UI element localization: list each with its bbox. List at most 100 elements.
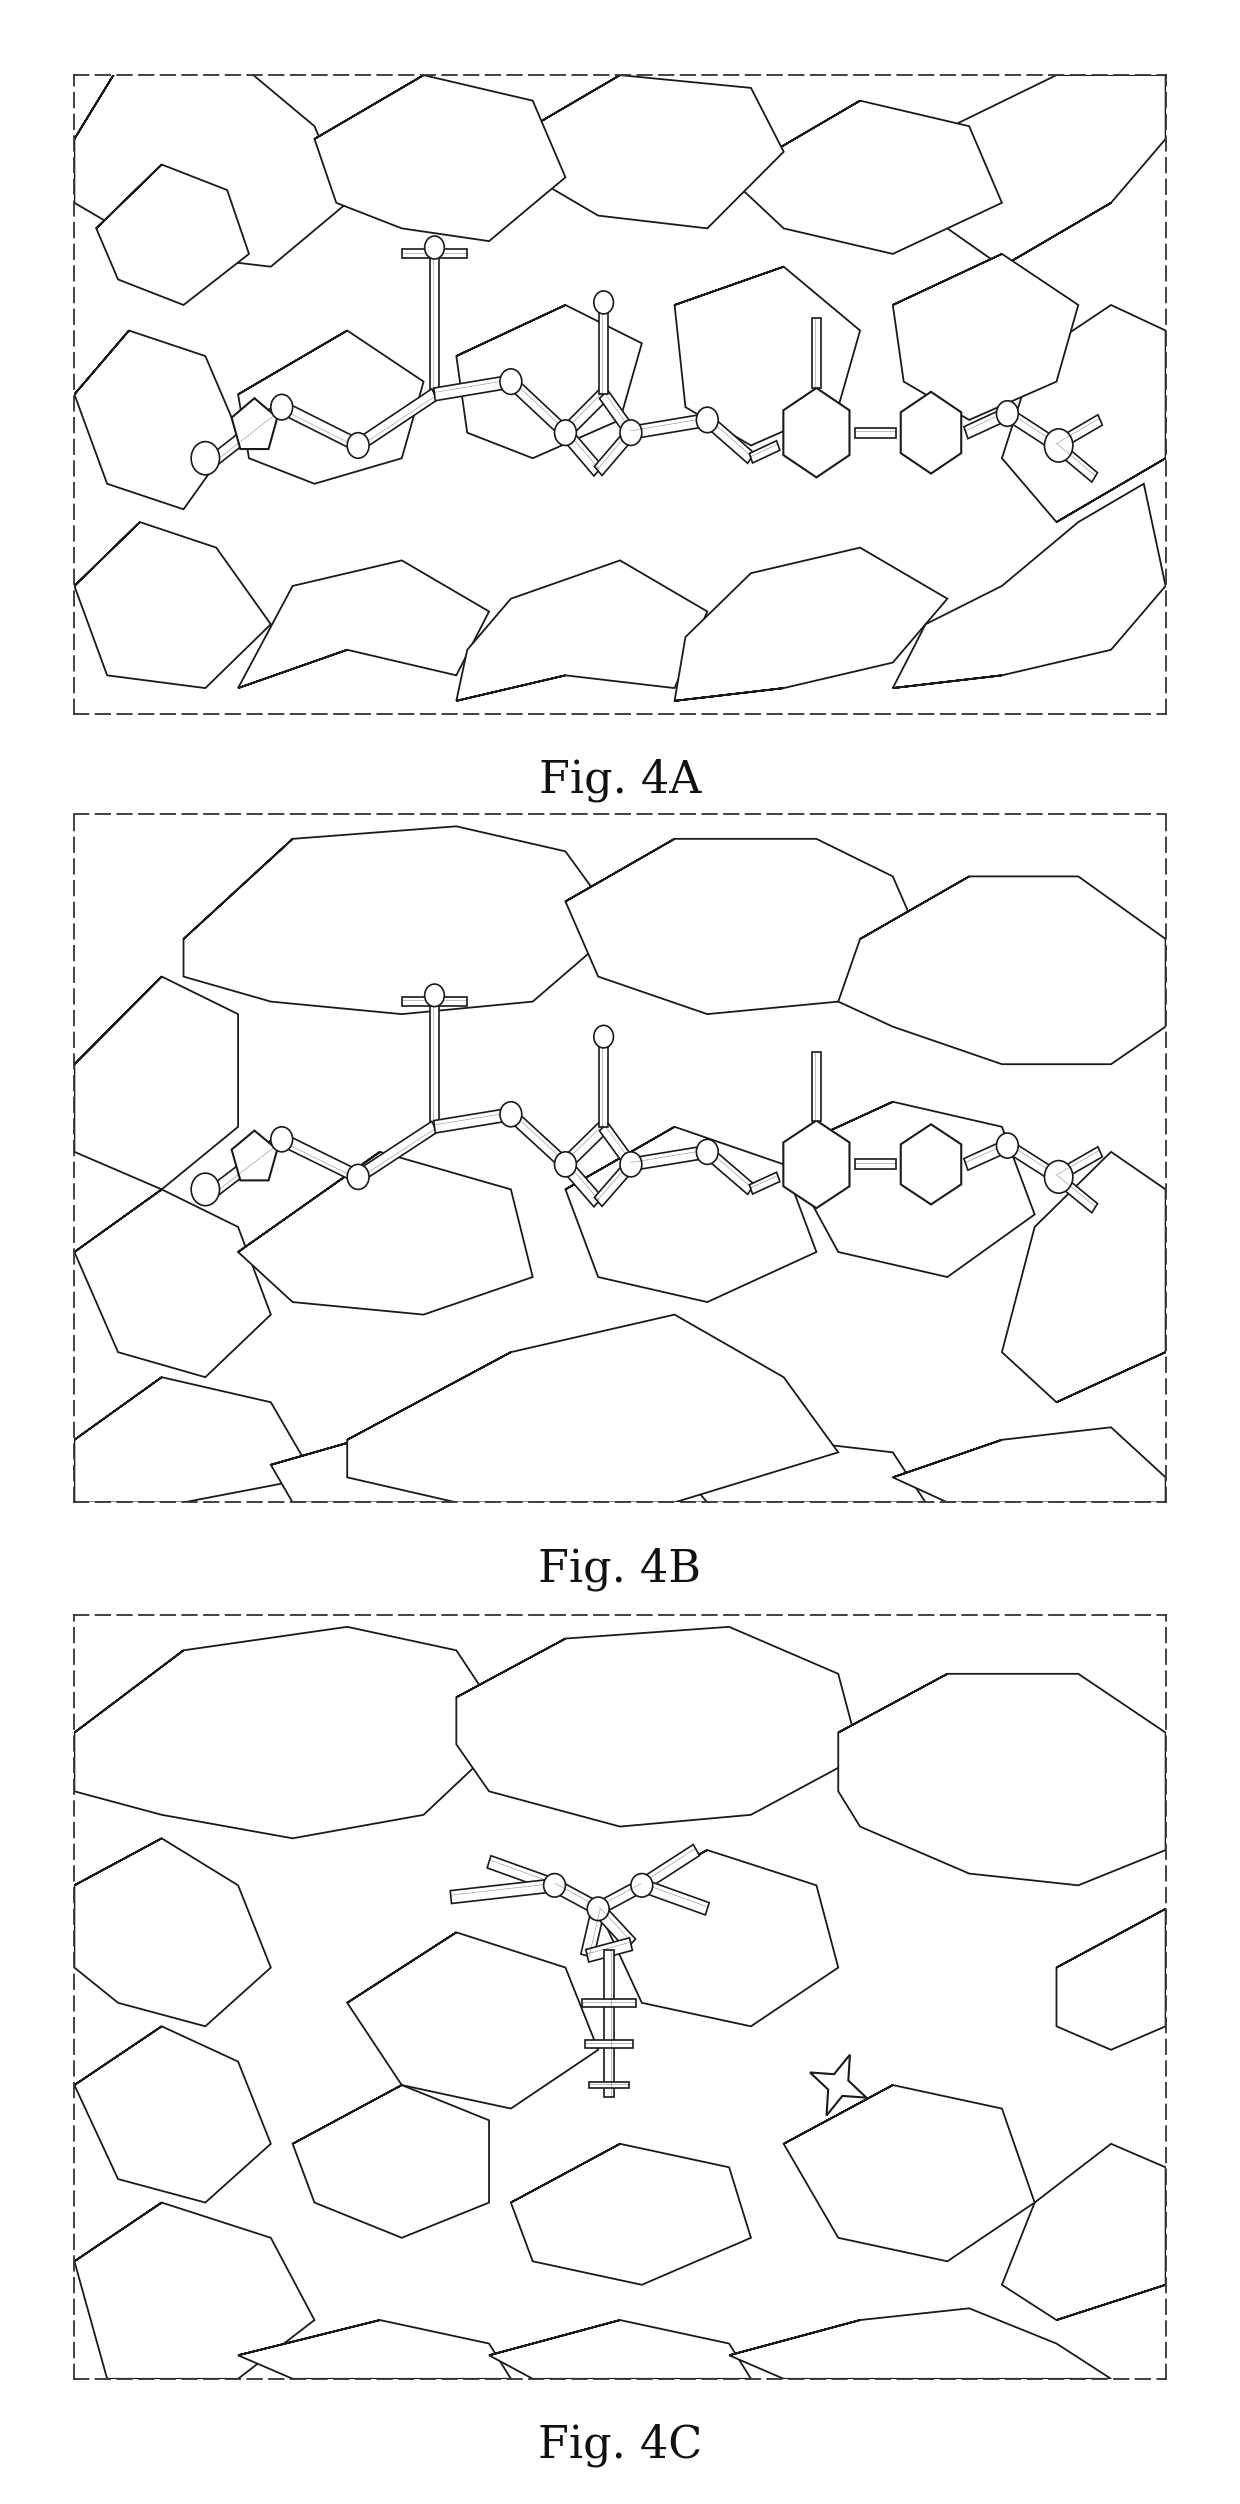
Polygon shape (1004, 1139, 1059, 1182)
Polygon shape (925, 75, 1166, 268)
Polygon shape (562, 388, 608, 438)
Polygon shape (232, 1132, 278, 1179)
Polygon shape (810, 2056, 867, 2116)
Circle shape (554, 1152, 577, 1177)
Text: Fig. 4B: Fig. 4B (538, 1547, 702, 1590)
Polygon shape (630, 1147, 708, 1169)
Polygon shape (630, 413, 708, 438)
Polygon shape (963, 408, 1009, 438)
Polygon shape (238, 561, 489, 689)
Polygon shape (562, 1122, 608, 1169)
Polygon shape (511, 2143, 751, 2284)
Text: Fig. 4C: Fig. 4C (538, 2424, 702, 2466)
Polygon shape (893, 483, 1166, 689)
Polygon shape (74, 1628, 511, 1838)
Polygon shape (238, 2321, 511, 2379)
Polygon shape (585, 2041, 634, 2048)
Polygon shape (812, 318, 821, 388)
Polygon shape (900, 1124, 961, 1204)
Circle shape (424, 984, 444, 1007)
Polygon shape (487, 1855, 557, 1891)
Polygon shape (434, 1109, 512, 1132)
Circle shape (424, 235, 444, 258)
Polygon shape (704, 1147, 754, 1194)
Circle shape (631, 1873, 652, 1898)
Polygon shape (1002, 305, 1166, 523)
Polygon shape (854, 428, 897, 438)
Polygon shape (599, 1039, 608, 1127)
Polygon shape (784, 1122, 849, 1207)
Polygon shape (402, 250, 467, 258)
Polygon shape (854, 1159, 897, 1169)
Polygon shape (213, 1134, 285, 1194)
Polygon shape (74, 2026, 270, 2204)
Polygon shape (279, 401, 361, 451)
Polygon shape (1002, 1152, 1166, 1402)
Polygon shape (639, 1845, 699, 1891)
Circle shape (620, 1152, 642, 1177)
Polygon shape (589, 2081, 629, 2088)
Polygon shape (784, 388, 849, 478)
Polygon shape (456, 305, 642, 458)
Polygon shape (238, 1152, 533, 1315)
Polygon shape (238, 331, 424, 483)
Circle shape (997, 1132, 1018, 1157)
Polygon shape (598, 1850, 838, 2026)
Polygon shape (402, 997, 467, 1007)
Polygon shape (356, 388, 438, 451)
Circle shape (347, 1164, 370, 1189)
Circle shape (620, 421, 642, 446)
Polygon shape (74, 2204, 315, 2379)
Polygon shape (489, 2321, 751, 2379)
Circle shape (594, 1027, 614, 1047)
Polygon shape (893, 1427, 1166, 1502)
Circle shape (500, 1102, 522, 1127)
Polygon shape (74, 977, 238, 1189)
Polygon shape (784, 1102, 1034, 1277)
Polygon shape (594, 1159, 635, 1207)
Polygon shape (74, 50, 347, 268)
Polygon shape (838, 876, 1166, 1064)
Polygon shape (729, 2309, 1111, 2379)
Polygon shape (704, 416, 754, 463)
Polygon shape (594, 1903, 636, 1948)
Polygon shape (97, 165, 249, 305)
Polygon shape (74, 1377, 315, 1502)
Polygon shape (812, 1052, 821, 1122)
Polygon shape (232, 398, 278, 448)
Circle shape (554, 421, 577, 446)
Polygon shape (1054, 441, 1097, 483)
Polygon shape (74, 1838, 270, 2026)
Polygon shape (450, 1878, 556, 1903)
Polygon shape (184, 826, 620, 1014)
Polygon shape (604, 1951, 615, 2096)
Polygon shape (1004, 408, 1059, 451)
Polygon shape (1056, 1908, 1166, 2051)
Polygon shape (74, 523, 270, 689)
Polygon shape (1054, 1147, 1102, 1182)
Polygon shape (356, 1122, 438, 1182)
Polygon shape (675, 548, 947, 701)
Circle shape (500, 368, 522, 393)
Circle shape (543, 1873, 565, 1898)
Circle shape (270, 396, 293, 421)
Polygon shape (1002, 2143, 1166, 2321)
Polygon shape (347, 1933, 598, 2108)
Polygon shape (582, 1998, 636, 2006)
Polygon shape (429, 253, 439, 396)
Polygon shape (315, 75, 565, 240)
Polygon shape (565, 1127, 816, 1302)
Polygon shape (1054, 416, 1102, 451)
Polygon shape (279, 1134, 361, 1182)
Polygon shape (293, 2086, 489, 2239)
Polygon shape (507, 376, 569, 438)
Circle shape (1044, 1159, 1073, 1194)
Polygon shape (270, 1427, 489, 1502)
Polygon shape (213, 401, 285, 463)
Polygon shape (456, 1440, 707, 1502)
Circle shape (270, 1127, 293, 1152)
Polygon shape (552, 1881, 601, 1916)
Circle shape (1044, 428, 1073, 463)
Circle shape (588, 1898, 609, 1921)
Polygon shape (585, 1938, 632, 1963)
